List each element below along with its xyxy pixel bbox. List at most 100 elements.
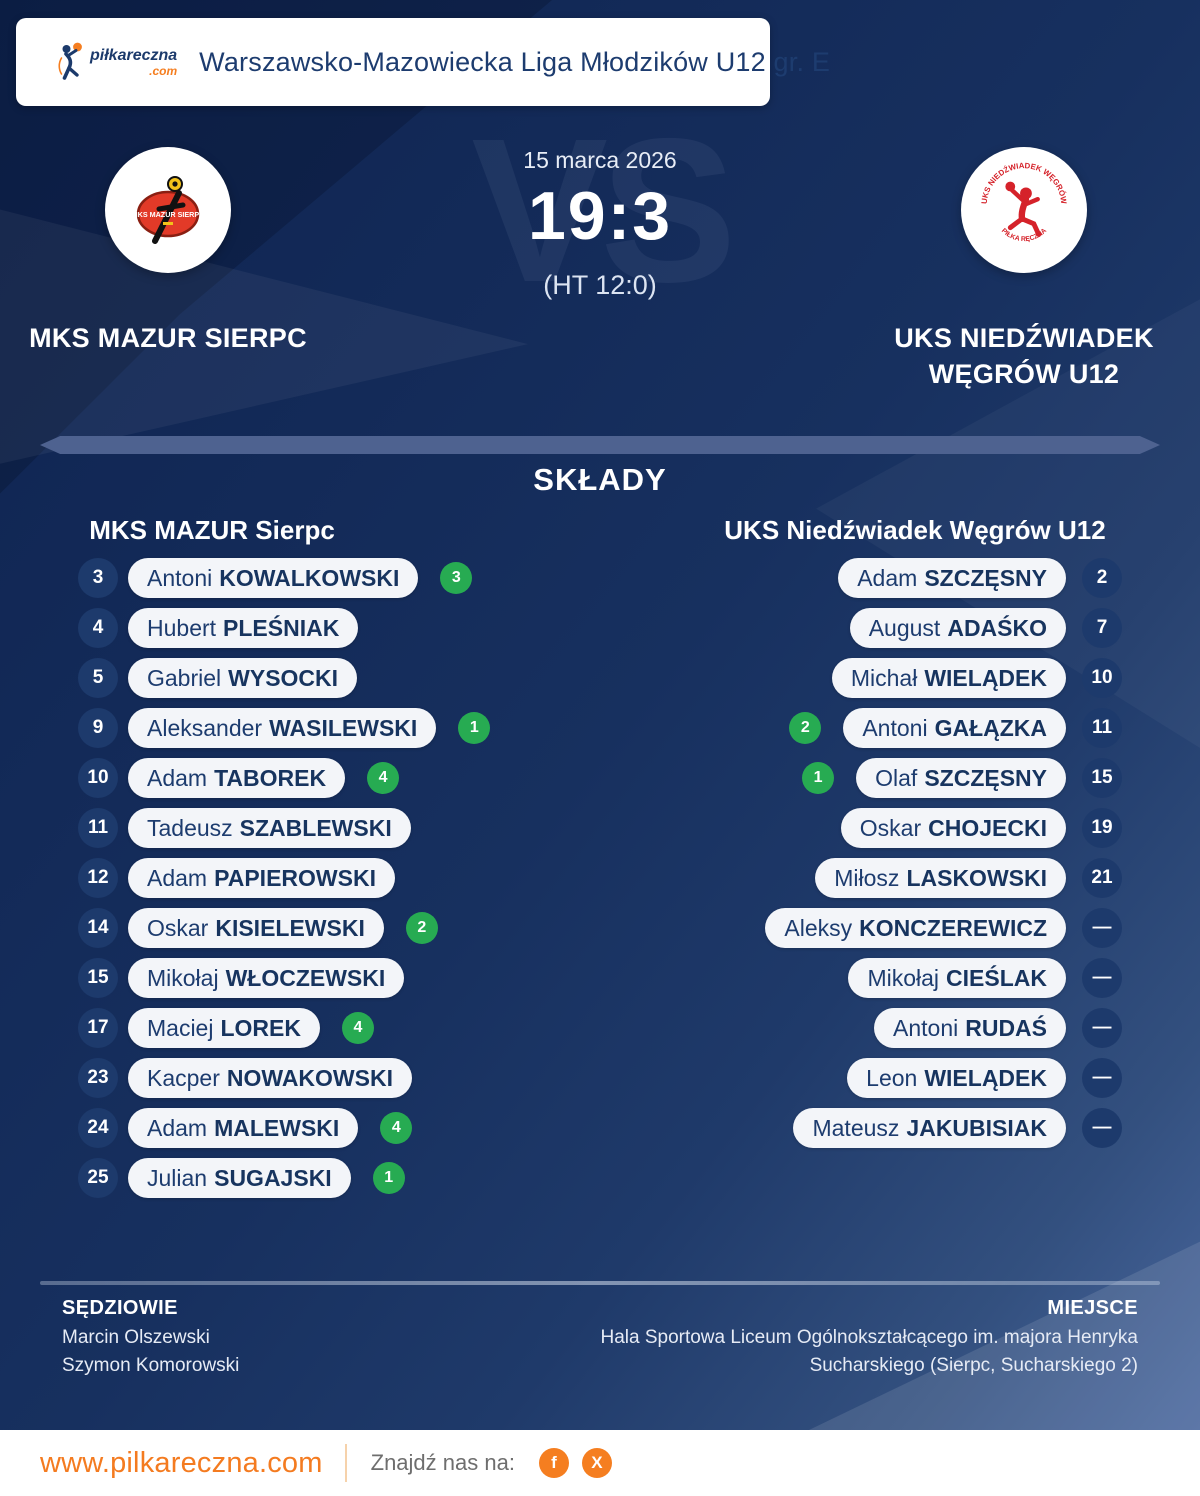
player-last-name: WASILEWSKI	[269, 714, 418, 741]
player-number-circle: 12	[78, 858, 118, 898]
away-team-name-line1: UKS NIEDŹWIADEK	[894, 323, 1154, 353]
roster-row: Oskar CHOJECKI 19	[600, 803, 1122, 853]
goals-badge: 2	[405, 912, 438, 944]
league-header-card: piłkareczna .com Warszawsko-Mazowiecka L…	[16, 18, 830, 106]
roster-row: Leon WIELĄDEK —	[600, 1053, 1122, 1103]
uks-niedzwiadek-crest-icon: UKS NIEDŹWIADEK WĘGRÓW PIŁKA RĘCZNA	[980, 161, 1069, 243]
player-name-pill: Maciej LOREK	[128, 1008, 320, 1048]
goals-badge: 1	[802, 762, 835, 794]
brand-tld: .com	[149, 63, 178, 78]
player-name-pill: August ADAŚKO	[849, 608, 1066, 648]
x-twitter-icon[interactable]: X	[581, 1448, 612, 1478]
player-first-name: Adam	[147, 764, 208, 791]
player-first-name: Miłosz	[834, 864, 900, 891]
player-number-circle: —	[1082, 1108, 1122, 1148]
player-name-pill: Leon WIELĄDEK	[847, 1058, 1066, 1098]
roster-row: 2 Antoni GAŁĄZKA 11	[600, 703, 1122, 753]
player-name-pill: Michał WIELĄDEK	[831, 658, 1066, 698]
home-team-name: MKS MAZUR SIERPC	[29, 323, 307, 353]
roster-row: 14 Oskar KISIELEWSKI 2	[40, 903, 600, 953]
roster-row: Adam SZCZĘSNY 2	[600, 553, 1122, 603]
roster-row: 9 Aleksander WASILEWSKI 1	[40, 703, 600, 753]
player-first-name: Adam	[147, 1114, 208, 1141]
player-name-pill: Aleksy KONCZEREWICZ	[765, 908, 1066, 948]
player-first-name: Aleksy	[784, 914, 853, 941]
player-number-circle: 17	[78, 1008, 118, 1048]
player-first-name: Julian	[147, 1164, 208, 1191]
referees-label: SĘDZIOWIE	[62, 1297, 178, 1319]
player-last-name: NOWAKOWSKI	[226, 1064, 393, 1091]
away-team-name-line2: WĘGRÓW U12	[928, 359, 1120, 389]
brand-text: piłkareczna .com	[90, 46, 178, 78]
player-name-pill: Antoni KOWALKOWSKI	[128, 558, 419, 598]
player-name-pill: Oskar KISIELEWSKI	[128, 908, 384, 948]
player-number-circle: —	[1082, 1058, 1122, 1098]
referee-name: Szymon Komorowski	[62, 1355, 240, 1376]
player-first-name: Antoni	[147, 564, 213, 591]
goals-badge: 2	[789, 712, 822, 744]
player-number-circle: 19	[1082, 808, 1122, 848]
player-first-name: Oskar	[859, 814, 922, 841]
find-us-label: Znajdź nas na:	[370, 1450, 515, 1475]
player-last-name: KISIELEWSKI	[215, 914, 365, 941]
player-last-name: LOREK	[220, 1014, 301, 1041]
player-last-name: LASKOWSKI	[906, 864, 1047, 891]
goals-badge: 4	[341, 1012, 374, 1044]
player-last-name: RUDAŚ	[965, 1014, 1047, 1041]
player-last-name: CHOJECKI	[928, 814, 1047, 841]
player-first-name: Hubert	[147, 614, 217, 641]
roster-row: 4 Hubert PLEŚNIAK	[40, 603, 600, 653]
home-roster-list: 3 Antoni KOWALKOWSKI 3 4 Hubert PLEŚNIAK 5 Gabri…	[40, 553, 600, 1203]
player-name-pill: Mikołaj CIEŚLAK	[848, 958, 1066, 998]
player-first-name: Gabriel	[147, 664, 222, 691]
website-link[interactable]: www.pilkareczna.com	[40, 1446, 323, 1479]
brand-name: piłkareczna	[90, 46, 178, 64]
player-last-name: TABOREK	[214, 764, 327, 791]
player-last-name: MALEWSKI	[214, 1114, 340, 1141]
score-block: 15 marca 2026 19:3 (HT 12:0)	[450, 147, 750, 301]
roster-row: 1 Olaf SZCZĘSNY 15	[600, 753, 1122, 803]
player-name-pill: Hubert PLEŚNIAK	[128, 608, 359, 648]
player-number-circle: 4	[78, 608, 118, 648]
player-first-name: Aleksander	[147, 714, 263, 741]
player-name-pill: Adam SZCZĘSNY	[838, 558, 1066, 598]
footer-divider	[344, 1444, 347, 1482]
player-first-name: Mikołaj	[147, 964, 219, 991]
away-team-crest: UKS NIEDŹWIADEK WĘGRÓW PIŁKA RĘCZNA	[961, 147, 1087, 273]
venue-line: Sucharskiego (Sierpc, Sucharskiego 2)	[809, 1355, 1138, 1376]
player-first-name: Oskar	[147, 914, 209, 941]
pilkareczna-logo: piłkareczna .com	[56, 41, 177, 83]
roster-row: 25 Julian SUGAJSKI 1	[40, 1153, 600, 1203]
player-name-pill: Kacper NOWAKOWSKI	[128, 1058, 412, 1098]
player-last-name: SUGAJSKI	[214, 1164, 332, 1191]
player-last-name: SZCZĘSNY	[924, 564, 1047, 591]
player-last-name: SZCZĘSNY	[924, 764, 1047, 791]
facebook-icon[interactable]: f	[538, 1448, 569, 1478]
player-name-pill: Antoni RUDAŚ	[874, 1008, 1066, 1048]
goals-badge: 4	[367, 762, 400, 794]
away-team-name: UKS NIEDŹWIADEK WĘGRÓW U12	[864, 320, 1184, 392]
player-name-pill: Adam TABOREK	[128, 758, 346, 798]
roster-row: 24 Adam MALEWSKI 4	[40, 1103, 600, 1153]
player-last-name: KOWALKOWSKI	[219, 564, 400, 591]
player-last-name: WIELĄDEK	[924, 664, 1047, 691]
player-name-pill: Mateusz JAKUBISIAK	[793, 1108, 1066, 1148]
player-last-name: WŁOCZEWSKI	[225, 964, 386, 991]
away-roster-list: Adam SZCZĘSNY 2 August ADAŚKO 7 Michał WIELĄDEK…	[600, 553, 1122, 1153]
player-number-circle: —	[1082, 908, 1122, 948]
vs-watermark: VS	[471, 96, 736, 325]
player-name-pill: Mikołaj WŁOCZEWSKI	[128, 958, 405, 998]
player-last-name: KONCZEREWICZ	[859, 914, 1047, 941]
player-number-circle: 11	[78, 808, 118, 848]
roster-row: Michał WIELĄDEK 10	[600, 653, 1122, 703]
roster-row: Mikołaj CIEŚLAK —	[600, 953, 1122, 1003]
player-number-circle: 21	[1082, 858, 1122, 898]
player-name-pill: Oskar CHOJECKI	[840, 808, 1066, 848]
player-first-name: Mikołaj	[867, 964, 940, 991]
player-last-name: PLEŚNIAK	[223, 614, 340, 641]
player-number-circle: —	[1082, 958, 1122, 998]
roster-row: 23 Kacper NOWAKOWSKI	[40, 1053, 600, 1103]
roster-row: 15 Mikołaj WŁOCZEWSKI	[40, 953, 600, 1003]
away-roster-header: UKS Niedźwiadek Węgrów U12	[724, 515, 1106, 545]
